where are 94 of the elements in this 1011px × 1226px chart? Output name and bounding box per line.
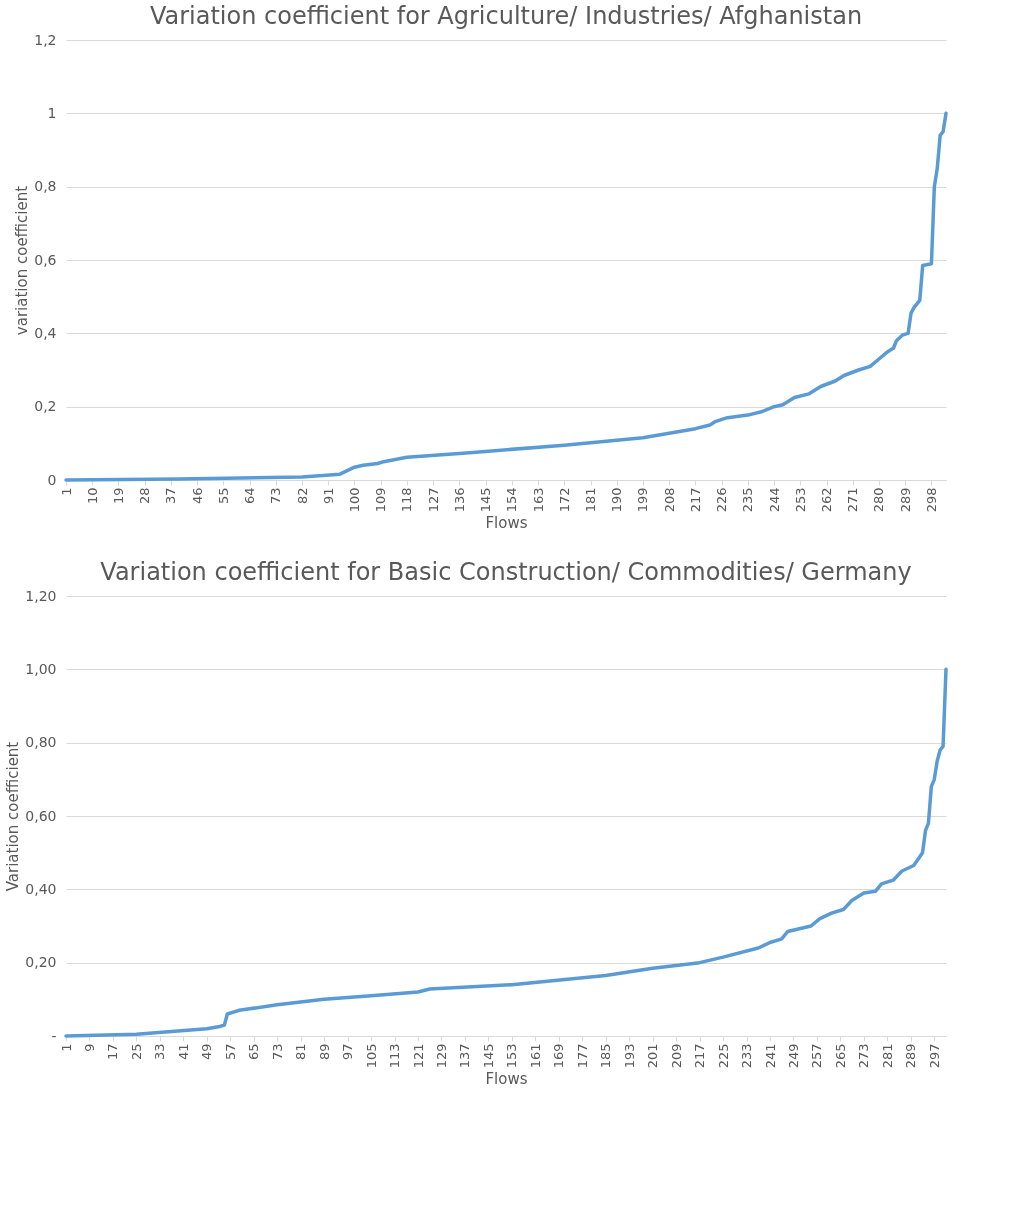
x-tick-label: 145 (480, 1043, 496, 1069)
x-tick-label: 163 (530, 487, 546, 513)
x-tick-label: 297 (926, 1043, 942, 1069)
x-tick-label: 82 (294, 487, 310, 505)
y-tick-label: 0,40 (25, 880, 57, 897)
x-tick-label: 193 (621, 1043, 637, 1069)
x-tick-label: 129 (433, 1043, 449, 1069)
x-tick-label: 298 (923, 487, 939, 513)
x-tick-label: 127 (425, 487, 441, 513)
x-tick-label: 172 (556, 487, 572, 513)
x-tick-label: 25 (128, 1043, 144, 1061)
x-tick-label: 55 (215, 487, 231, 505)
x-tick-label: 65 (246, 1043, 262, 1061)
x-tick-label: 226 (714, 487, 730, 513)
x-tick-label: 28 (137, 487, 153, 505)
x-tick-label: 241 (762, 1043, 778, 1069)
x-tick-label: 100 (346, 487, 362, 513)
y-tick-label: 1,2 (34, 31, 57, 48)
x-tick-label: 105 (363, 1043, 379, 1069)
x-axis-title: Flows (485, 514, 528, 533)
x-tick-label: 225 (715, 1043, 731, 1069)
x-tick-label: 37 (163, 487, 179, 505)
x-tick-label: 33 (152, 1043, 168, 1061)
x-tick-label: 17 (105, 1043, 121, 1061)
x-tick-label: 46 (189, 487, 205, 505)
x-tick-label: 273 (856, 1043, 872, 1069)
y-tick-label: 1 (47, 104, 57, 121)
x-tick-label: 73 (269, 1043, 285, 1061)
x-tick-label: 109 (373, 487, 389, 513)
x-tick-label: 41 (175, 1043, 191, 1061)
y-tick-label: 0,80 (25, 734, 57, 751)
x-tick-label: 97 (340, 1043, 356, 1061)
x-tick-label: 113 (387, 1043, 403, 1069)
x-tick-label: 235 (740, 487, 756, 513)
x-tick-label: 1 (58, 1043, 74, 1052)
y-tick-label: 0,8 (34, 178, 57, 195)
x-tick-label: 265 (832, 1043, 848, 1069)
y-tick-label: 1,00 (25, 660, 57, 677)
x-tick-label: 136 (451, 487, 467, 513)
x-tick-label: 177 (574, 1043, 590, 1069)
x-tick-label: 73 (268, 487, 284, 505)
x-tick-label: 201 (645, 1043, 661, 1069)
x-tick-label: 81 (293, 1043, 309, 1061)
x-tick-label: 244 (766, 487, 782, 513)
x-tick-label: 262 (819, 487, 835, 513)
y-axis-title: variation coefficient (13, 185, 32, 336)
x-tick-label: 121 (410, 1043, 426, 1069)
x-tick-label: 271 (845, 487, 861, 513)
x-tick-label: 1 (58, 487, 74, 496)
y-tick-label: 0,2 (34, 398, 57, 415)
x-tick-label: 281 (879, 1043, 895, 1069)
x-tick-label: 185 (598, 1043, 614, 1069)
y-tick-label: 0,60 (25, 807, 57, 824)
x-tick-label: 161 (527, 1043, 543, 1069)
chart-title: Variation coefficient for Agriculture/ Industries/ Afghanistan (149, 2, 863, 30)
x-tick-label: 233 (739, 1043, 755, 1069)
y-tick-label: 1,20 (25, 587, 57, 604)
y-tick-label: - (51, 1027, 57, 1044)
y-tick-label: 0 (47, 471, 57, 488)
x-tick-label: 153 (504, 1043, 520, 1069)
x-tick-label: 118 (399, 487, 415, 513)
x-tick-label: 64 (242, 487, 258, 505)
x-tick-label: 181 (583, 487, 598, 513)
x-tick-label: 249 (785, 1043, 801, 1069)
x-tick-label: 280 (871, 487, 887, 513)
x-tick-label: 89 (316, 1043, 332, 1061)
y-axis-title: Variation coefficient (4, 741, 23, 892)
x-tick-label: 91 (320, 487, 336, 505)
x-tick-label: 145 (478, 487, 494, 513)
x-tick-label: 257 (809, 1043, 825, 1069)
y-tick-label: 0,6 (34, 251, 57, 268)
x-tick-label: 217 (687, 487, 703, 513)
x-tick-label: 10 (84, 487, 100, 505)
x-tick-label: 57 (222, 1043, 238, 1061)
x-tick-label: 199 (635, 487, 651, 513)
y-tick-label: 0,4 (34, 324, 57, 341)
x-axis-title: Flows (485, 1070, 528, 1089)
x-tick-label: 289 (903, 1043, 919, 1069)
x-tick-label: 137 (457, 1043, 473, 1069)
x-tick-label: 154 (504, 487, 520, 513)
x-tick-label: 169 (551, 1043, 567, 1069)
x-tick-label: 9 (81, 1043, 97, 1052)
line-series (64, 667, 948, 1038)
y-tick-label: 0,20 (25, 954, 57, 971)
x-tick-label: 190 (609, 487, 625, 513)
chart-title: Variation coefficient for Basic Construction/ Commodities/ Germany (100, 558, 912, 586)
x-tick-label: 209 (668, 1043, 684, 1069)
x-tick-label: 49 (199, 1043, 215, 1061)
x-tick-label: 253 (792, 487, 808, 513)
x-tick-label: 19 (110, 487, 126, 505)
x-tick-label: 289 (897, 487, 913, 513)
x-tick-label: 217 (692, 1043, 708, 1069)
line-series (64, 111, 948, 482)
x-tick-label: 208 (661, 487, 677, 513)
